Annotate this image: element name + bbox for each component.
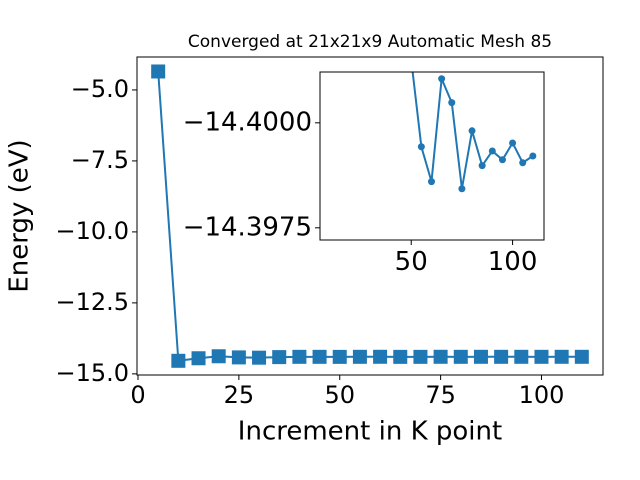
series [151, 64, 589, 368]
data-point [498, 156, 506, 164]
x-tick-label: 25 [224, 381, 255, 409]
y-tick-label: −14.4000 [183, 107, 312, 137]
y-axis-label: Energy (eV) [5, 139, 35, 292]
data-point [494, 349, 509, 364]
data-point [272, 350, 287, 365]
data-point [352, 349, 367, 364]
data-point [292, 349, 307, 364]
data-point [488, 147, 496, 155]
x-tick-label: 75 [425, 381, 456, 409]
data-point [191, 351, 206, 366]
data-point [478, 162, 486, 170]
y-tick-label: −12.5 [55, 288, 129, 316]
data-point [393, 349, 408, 364]
data-point [453, 349, 468, 364]
data-point [252, 350, 267, 365]
data-point [312, 349, 327, 364]
data-point [529, 152, 537, 160]
data-point [468, 127, 476, 135]
data-point [519, 159, 527, 167]
y-tick-label: −10.0 [55, 217, 129, 245]
data-point [332, 349, 347, 364]
plot-area [320, 72, 544, 240]
data-point [438, 75, 446, 83]
data-point [151, 64, 166, 79]
y-tick-label: −5.0 [71, 75, 129, 103]
x-tick-label: 50 [324, 381, 355, 409]
data-point [433, 349, 448, 364]
data-point [473, 349, 488, 364]
axes-frame [319, 71, 545, 241]
x-axis-label: Increment in K point [238, 417, 502, 447]
x-tick-label: 50 [395, 247, 428, 277]
data-point [514, 349, 529, 364]
data-point [458, 185, 466, 193]
data-point [574, 349, 589, 364]
data-point [554, 349, 569, 364]
axes-frame [136, 56, 604, 376]
x-tick-label: 100 [519, 381, 565, 409]
chart-title: Converged at 21x21x9 Automatic Mesh 85 [188, 32, 552, 52]
x-tick-label: 0 [130, 381, 145, 409]
y-tick-label: −14.3975 [183, 212, 312, 242]
y-tick-label: −15.0 [55, 359, 129, 387]
x-tick-label: 100 [488, 247, 538, 277]
data-point [211, 349, 226, 364]
data-point [417, 143, 425, 151]
data-point [231, 350, 246, 365]
data-point [509, 139, 517, 147]
data-point [448, 99, 456, 107]
data-point [373, 349, 388, 364]
data-point [171, 353, 186, 368]
series [411, 72, 537, 193]
data-line [157, 71, 582, 362]
data-point [534, 349, 549, 364]
data-point [413, 349, 428, 364]
data-point [427, 178, 435, 186]
y-tick-label: −7.5 [71, 146, 129, 174]
